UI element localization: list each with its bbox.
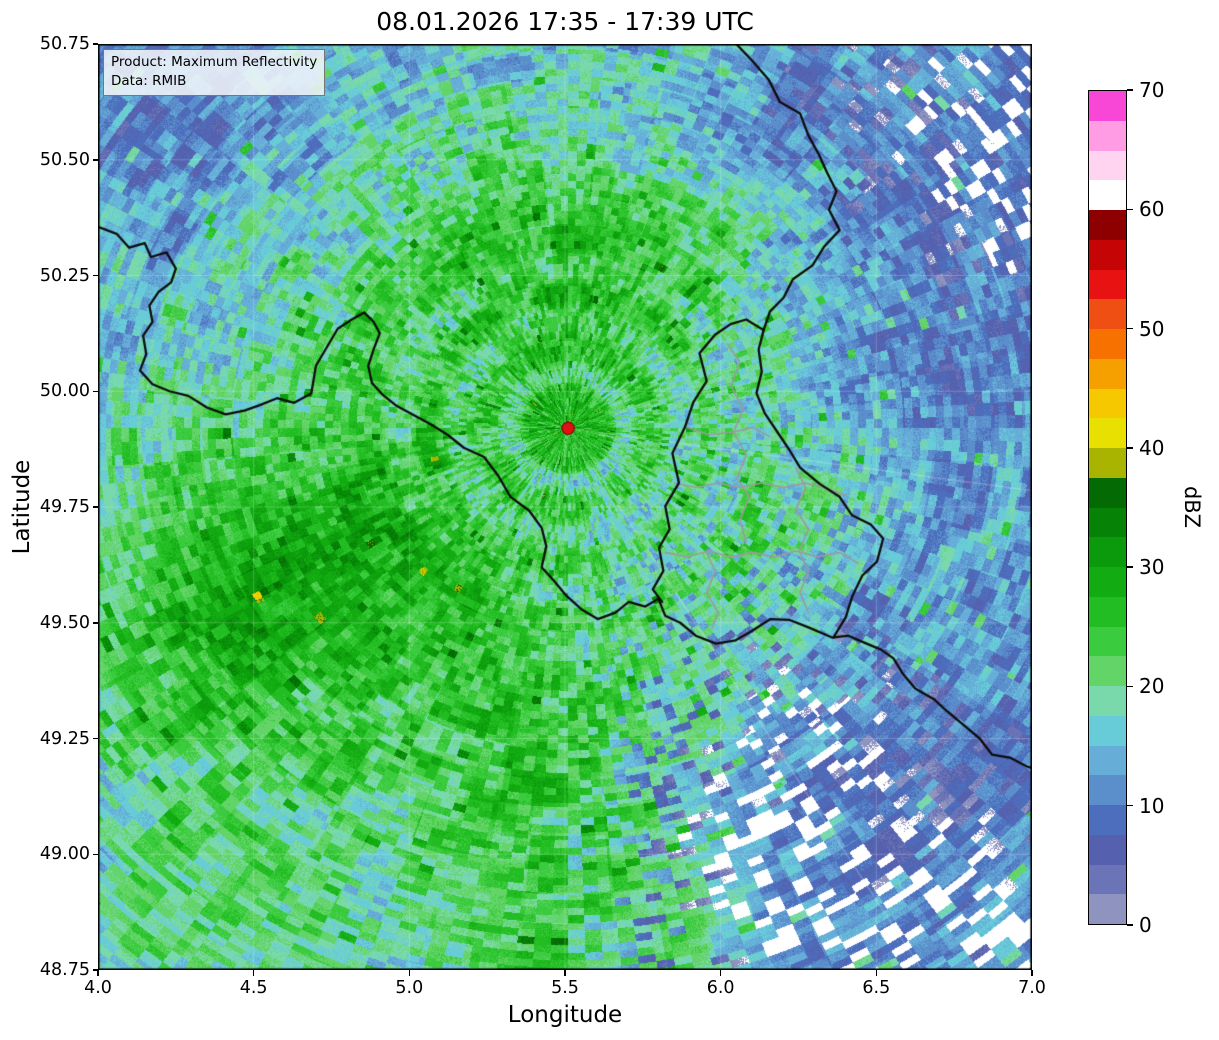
product-label: Product: Maximum Reflectivity bbox=[111, 54, 318, 70]
colorbar-segment bbox=[1089, 269, 1126, 300]
x-tick-label: 5.0 bbox=[395, 978, 424, 998]
colorbar-segment bbox=[1089, 537, 1126, 567]
colorbar-segment bbox=[1089, 775, 1126, 805]
x-tick-mark bbox=[875, 970, 878, 976]
colorbar-segment bbox=[1089, 656, 1126, 686]
x-tick-label: 6.0 bbox=[706, 978, 735, 998]
colorbar-segment bbox=[1089, 210, 1126, 240]
x-tick-label: 4.0 bbox=[84, 978, 112, 998]
colorbar-tick-mark bbox=[1127, 924, 1133, 926]
colorbar-tick-mark bbox=[1127, 447, 1133, 449]
colorbar-segment bbox=[1089, 91, 1126, 121]
colorbar-axis-label: dBZ bbox=[1180, 485, 1204, 529]
colorbar-tick-label: 70 bbox=[1139, 78, 1165, 102]
colorbar-segment bbox=[1089, 358, 1126, 389]
colorbar-tick-mark bbox=[1127, 327, 1133, 330]
colorbar-tick-label: 10 bbox=[1139, 793, 1165, 818]
x-tick-mark bbox=[408, 970, 411, 976]
x-tick-label: 5.5 bbox=[551, 978, 579, 998]
y-tick-mark bbox=[92, 274, 98, 277]
y-tick-label: 49.75 bbox=[39, 497, 90, 517]
colorbar-segment bbox=[1089, 150, 1126, 181]
x-tick-mark bbox=[719, 970, 722, 976]
colorbar-tick-label: 30 bbox=[1139, 555, 1165, 580]
colorbar bbox=[1088, 90, 1127, 925]
colorbar-segment bbox=[1089, 626, 1126, 657]
colorbar-segment bbox=[1089, 567, 1126, 597]
colorbar-segment bbox=[1089, 388, 1126, 419]
y-tick-mark bbox=[92, 737, 98, 740]
colorbar-segment bbox=[1089, 894, 1126, 924]
colorbar-tick-mark bbox=[1127, 208, 1133, 211]
colorbar-segment bbox=[1089, 596, 1126, 627]
y-tick-label: 50.75 bbox=[39, 34, 90, 54]
colorbar-segment bbox=[1089, 329, 1126, 359]
y-tick-label: 50.25 bbox=[39, 265, 90, 286]
colorbar-segment bbox=[1089, 239, 1126, 270]
x-axis-label: Longitude bbox=[507, 1002, 623, 1028]
data-source-label: Data: RMIB bbox=[111, 72, 187, 89]
y-tick-label: 49.50 bbox=[39, 612, 90, 633]
colorbar-segment bbox=[1089, 864, 1126, 895]
colorbar-segment bbox=[1089, 805, 1126, 835]
y-tick-mark bbox=[92, 506, 98, 508]
x-tick-label: 6.5 bbox=[862, 978, 891, 998]
colorbar-tick-label: 20 bbox=[1139, 674, 1165, 699]
colorbar-segment bbox=[1089, 180, 1126, 210]
y-tick-mark bbox=[92, 853, 98, 855]
map-plot-area: Product: Maximum Reflectivity Data: RMIB bbox=[98, 44, 1032, 970]
x-tick-mark bbox=[564, 970, 566, 976]
figure-title: 08.01.2026 17:35 - 17:39 UTC bbox=[376, 7, 754, 36]
x-tick-label: 4.5 bbox=[239, 978, 268, 998]
colorbar-segment bbox=[1089, 120, 1126, 151]
colorbar-segment bbox=[1089, 477, 1126, 508]
colorbar-segment bbox=[1089, 418, 1126, 448]
colorbar-segment bbox=[1089, 448, 1126, 478]
colorbar-tick-mark bbox=[1127, 566, 1133, 568]
x-tick-mark bbox=[252, 970, 255, 976]
y-tick-label: 50.00 bbox=[39, 381, 90, 402]
y-tick-mark bbox=[92, 622, 98, 624]
radar-reflectivity-canvas bbox=[98, 44, 1032, 970]
colorbar-tick-mark bbox=[1127, 804, 1133, 807]
colorbar-segment bbox=[1089, 507, 1126, 538]
colorbar-segment bbox=[1089, 745, 1126, 776]
colorbar-segment bbox=[1089, 299, 1126, 329]
x-tick-label: 7.0 bbox=[1018, 978, 1046, 998]
x-tick-mark bbox=[1031, 970, 1033, 976]
colorbar-tick-label: 60 bbox=[1139, 197, 1165, 222]
colorbar-tick-label: 40 bbox=[1139, 435, 1165, 460]
colorbar-tick-label: 0 bbox=[1139, 913, 1152, 937]
y-tick-mark bbox=[92, 159, 98, 161]
colorbar-tick-mark bbox=[1127, 89, 1133, 91]
y-tick-label: 49.25 bbox=[39, 728, 90, 749]
colorbar-tick-label: 50 bbox=[1139, 316, 1165, 341]
colorbar-segment bbox=[1089, 715, 1126, 746]
y-tick-mark bbox=[92, 969, 98, 971]
y-tick-label: 49.00 bbox=[39, 844, 90, 865]
y-tick-label: 50.50 bbox=[39, 149, 90, 170]
colorbar-tick-mark bbox=[1127, 685, 1133, 688]
x-tick-mark bbox=[97, 970, 99, 976]
colorbar-segment bbox=[1089, 686, 1126, 716]
colorbar-segment bbox=[1089, 834, 1126, 865]
y-tick-mark bbox=[92, 43, 98, 45]
product-annotation-box: Product: Maximum Reflectivity Data: RMIB bbox=[103, 49, 326, 96]
y-tick-label: 48.75 bbox=[39, 960, 90, 980]
y-tick-mark bbox=[92, 390, 98, 392]
